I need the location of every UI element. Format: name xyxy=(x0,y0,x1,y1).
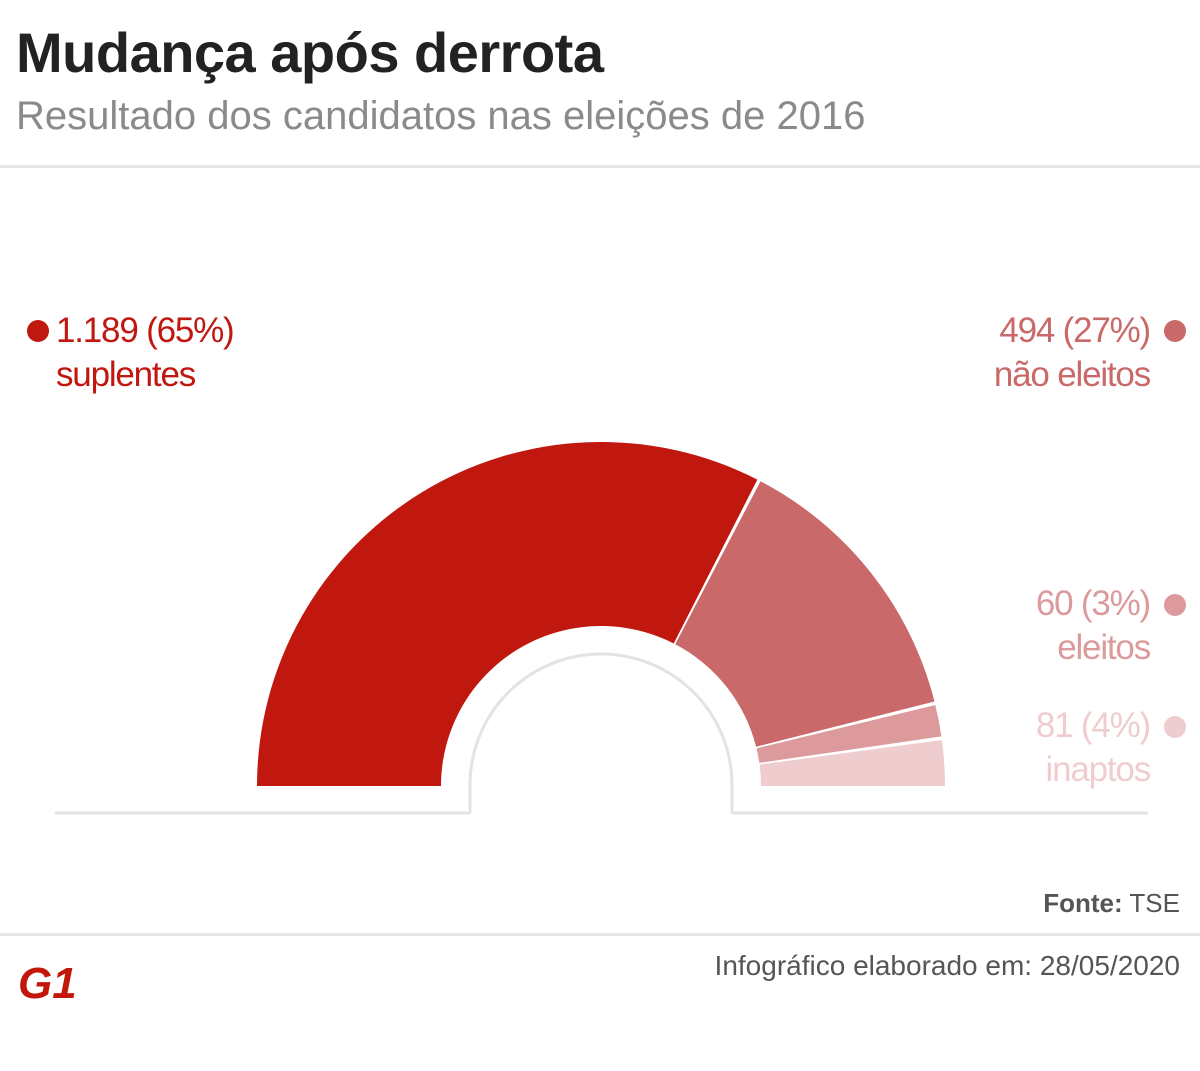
slice-inaptos xyxy=(759,739,945,786)
chart-title: Mudança após derrota xyxy=(16,21,604,84)
legend-dot-suplentes xyxy=(27,320,49,342)
value-inaptos: 81 (4%) xyxy=(1035,706,1151,745)
top-divider xyxy=(0,165,1200,168)
inner-arc-outline xyxy=(468,652,734,813)
legend-dot-inaptos xyxy=(1164,716,1186,738)
value-eleitos: 60 (3%) xyxy=(1035,584,1151,623)
g1-logo: G1 xyxy=(18,962,77,1002)
source-value: TSE xyxy=(1129,888,1180,918)
label-inaptos: 81 (4%) inaptos xyxy=(1035,704,1152,792)
value-suplentes: 1.189 (65%) xyxy=(56,311,235,350)
name-inaptos: inaptos xyxy=(1045,750,1152,789)
slice-eleitos xyxy=(756,705,942,763)
name-nao-eleitos: não eleitos xyxy=(993,355,1151,394)
label-eleitos: 60 (3%) eleitos xyxy=(1035,582,1151,670)
source-label: Fonte: xyxy=(1043,888,1123,918)
legend-dot-nao-eleitos xyxy=(1164,320,1186,342)
bottom-divider xyxy=(0,933,1200,936)
name-eleitos: eleitos xyxy=(1057,628,1151,667)
source-note: Fonte: TSE xyxy=(1043,888,1180,919)
slice-suplentes xyxy=(257,442,758,786)
name-suplentes: suplentes xyxy=(56,355,196,394)
label-nao-eleitos: 494 (27%) não eleitos xyxy=(993,309,1151,397)
g1-logo-text: G1 xyxy=(18,962,77,1002)
value-nao-eleitos: 494 (27%) xyxy=(999,311,1151,350)
created-date: Infográfico elaborado em: 28/05/2020 xyxy=(714,950,1180,981)
chart-subtitle: Resultado dos candidatos nas eleições de… xyxy=(16,94,866,138)
label-suplentes: 1.189 (65%) suplentes xyxy=(56,309,235,397)
slice-não-eleitos xyxy=(675,481,935,747)
semicircle-chart xyxy=(55,442,1148,815)
legend-dot-eleitos xyxy=(1164,594,1186,616)
